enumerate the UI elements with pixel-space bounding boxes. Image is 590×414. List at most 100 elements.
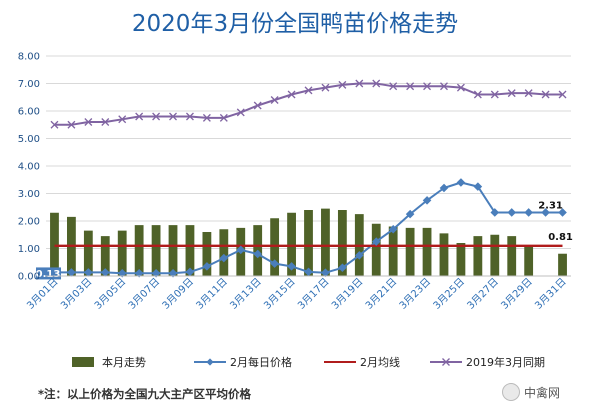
- data-point-x: [338, 80, 347, 89]
- data-point-diamond: [439, 183, 449, 193]
- data-point-diamond: [371, 237, 381, 246]
- data-point-x-stroke: [67, 120, 76, 129]
- data-point-x: [185, 112, 194, 121]
- data-point-diamond: [507, 208, 517, 217]
- data-label: 2.31: [538, 200, 563, 211]
- data-point-x-stroke: [406, 82, 415, 91]
- y-tick-label: 1.00: [18, 244, 40, 255]
- data-point-x-stroke: [50, 120, 59, 129]
- x-tick-label: 3月05日: [92, 276, 128, 312]
- data-point-x-stroke: [389, 82, 398, 91]
- data-point-x: [406, 82, 415, 91]
- markers-layer: [50, 79, 567, 278]
- data-point-diamond: [219, 253, 229, 263]
- data-point-x-stroke: [219, 113, 228, 122]
- y-tick-label: 2.00: [18, 217, 40, 228]
- data-point-x-stroke: [101, 118, 110, 126]
- y-tick-label: 8.00: [18, 52, 40, 63]
- x-tick-label: 3月07日: [126, 276, 162, 312]
- x-tick-label: 3月15日: [262, 276, 298, 312]
- data-point-diamond: [202, 262, 212, 271]
- bar: [219, 229, 229, 276]
- data-point-x: [355, 79, 364, 88]
- data-point-x-stroke: [423, 82, 432, 91]
- data-point-diamond: [422, 196, 432, 205]
- legend-label: 本月走势: [102, 355, 146, 369]
- bar: [134, 225, 144, 276]
- data-point-x: [287, 90, 296, 99]
- x-tick-label: 3月19日: [329, 276, 365, 312]
- x-tick-label: 3月27日: [465, 276, 501, 312]
- data-point-x: [50, 120, 59, 129]
- x-tick-label: 3月11日: [194, 276, 230, 312]
- data-point-x: [304, 86, 313, 95]
- data-point-x: [67, 120, 76, 129]
- data-point-x: [321, 83, 330, 92]
- data-point-x-stroke: [372, 79, 381, 88]
- data-point-x: [270, 96, 279, 104]
- data-point-x-stroke: [558, 90, 567, 99]
- legend-item: 2月每日价格: [194, 355, 292, 369]
- data-point-diamond: [524, 208, 533, 217]
- brand-logo-icon: [502, 383, 520, 401]
- data-label: 0.13: [36, 269, 61, 280]
- data-point-x: [490, 90, 499, 99]
- data-point-x: [524, 89, 533, 98]
- bar: [100, 236, 110, 276]
- data-point-x-stroke: [135, 112, 144, 121]
- bar: [50, 212, 59, 276]
- x-tick-label: 3月03日: [58, 276, 94, 312]
- data-point-diamond: [456, 178, 466, 187]
- legend-item: 本月走势: [72, 355, 146, 369]
- y-tick-label: 5.00: [18, 134, 40, 145]
- bar: [422, 227, 432, 276]
- data-point-x-stroke: [456, 83, 465, 92]
- x-tick-label: 3月25日: [431, 276, 467, 312]
- data-point-diamond: [304, 267, 313, 277]
- bar: [321, 208, 330, 276]
- data-point-diamond: [185, 267, 195, 277]
- data-point-x: [152, 112, 161, 121]
- data-point-x: [423, 82, 432, 91]
- data-point-x-stroke: [253, 101, 262, 110]
- data-point-diamond: [134, 268, 144, 278]
- bar: [83, 230, 93, 276]
- y-tick-label: 6.00: [18, 107, 40, 118]
- bar: [490, 234, 500, 276]
- x-tick-label: 3月09日: [160, 276, 196, 312]
- data-point-x: [456, 83, 465, 92]
- data-point-x: [101, 118, 110, 126]
- data-point-diamond: [338, 263, 347, 273]
- chart-title: 2020年3月份全国鸭苗价格走势: [131, 11, 459, 37]
- legend-label: 2月每日价格: [230, 355, 292, 369]
- data-point-diamond: [117, 268, 127, 278]
- legend-label: 2月均线: [360, 355, 400, 369]
- data-point-x-stroke: [118, 115, 127, 124]
- data-point-x-stroke: [185, 112, 194, 121]
- data-point-diamond: [490, 208, 500, 217]
- data-point-x: [558, 90, 567, 99]
- legend-swatch: [72, 357, 94, 367]
- bar: [371, 223, 381, 276]
- bar: [524, 245, 534, 276]
- footnote: *注：以上价格为全国九大主产区平均价格: [38, 387, 252, 401]
- bar: [456, 243, 466, 276]
- data-point-diamond: [405, 209, 415, 219]
- bar: [558, 253, 567, 276]
- bar: [405, 227, 415, 276]
- bar: [270, 218, 280, 276]
- data-point-x: [541, 90, 550, 99]
- y-tick-label: 3.00: [18, 189, 40, 200]
- brand-name: 中禽网: [524, 385, 561, 400]
- data-point-x: [169, 112, 177, 121]
- bar: [151, 225, 161, 276]
- data-point-diamond: [253, 249, 263, 259]
- data-point-x-stroke: [84, 118, 93, 126]
- y-tick-label: 7.00: [18, 79, 40, 90]
- data-point-x: [118, 115, 127, 124]
- data-point-diamond: [541, 208, 550, 217]
- data-point-x: [473, 90, 482, 99]
- x-tick-label: 3月17日: [295, 276, 331, 312]
- data-point-diamond: [388, 224, 398, 234]
- data-point-diamond: [236, 245, 246, 255]
